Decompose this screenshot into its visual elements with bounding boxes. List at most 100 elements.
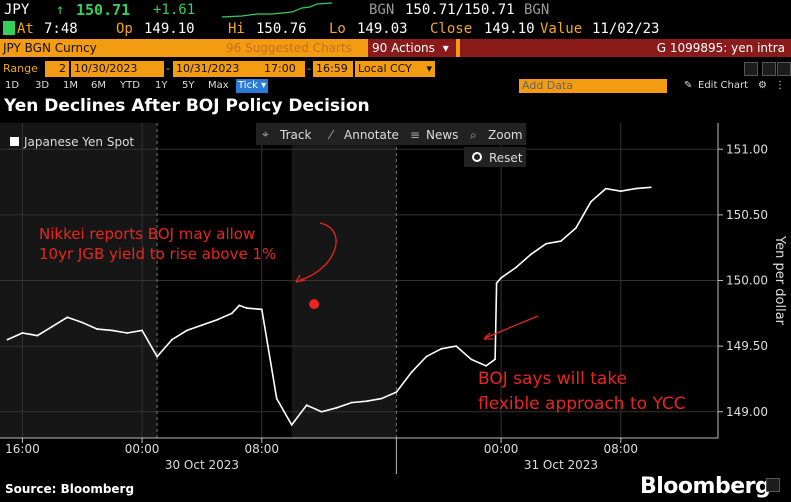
edit-chart-button[interactable]: Edit Chart	[698, 80, 749, 91]
annotation-arrow-1	[299, 222, 337, 281]
period-1m[interactable]: 1M	[63, 80, 78, 91]
period-max[interactable]: Max	[208, 80, 229, 91]
x-tick-label: 08:00	[603, 442, 638, 456]
reset-button[interactable]: Reset	[489, 151, 523, 165]
data-point	[171, 338, 173, 341]
legend: Japanese Yen Spot	[10, 135, 134, 149]
chart-toolbar: ⌖ Track ⁄ Annotate ≡ News ⌕ Zoom Reset	[256, 123, 526, 167]
data-point	[470, 358, 473, 361]
low-label: Lo	[329, 21, 346, 37]
data-point	[215, 318, 218, 321]
data-point	[260, 308, 263, 311]
data-point	[410, 371, 413, 374]
back-icon[interactable]	[744, 62, 758, 76]
start-date-field[interactable]: 10/30/2023	[71, 61, 164, 77]
chart-toolbar-bg	[256, 123, 526, 145]
high-value: 150.76	[256, 21, 307, 37]
data-point	[320, 410, 323, 413]
timezone-select[interactable]: Local CCY ▾	[355, 61, 435, 77]
period-tick[interactable]: Tick ▾	[236, 79, 269, 93]
data-point	[425, 355, 428, 358]
y-tick-label: 149.00	[726, 405, 768, 419]
actions-menu[interactable]: 90 Actions ▾	[368, 39, 456, 57]
annotate-icon[interactable]: ⁄	[327, 128, 335, 142]
data-point	[141, 329, 144, 332]
security-name[interactable]: JPY BGN Curncy	[3, 41, 97, 55]
track-button[interactable]: Track	[279, 128, 311, 142]
reset-icon[interactable]	[472, 152, 482, 162]
y-tick-label: 150.00	[726, 274, 768, 288]
zoom-icon[interactable]: ⌕	[470, 128, 477, 142]
end-time-field[interactable]: 16:59	[313, 61, 353, 77]
at-label: At	[17, 21, 34, 37]
low-value: 149.03	[357, 21, 408, 37]
data-point	[21, 332, 24, 334]
data-point	[495, 282, 498, 285]
price-change: +1.61	[153, 2, 196, 18]
x-tick-label: 00:00	[125, 442, 160, 456]
value-label: Value	[540, 21, 583, 37]
data-point	[515, 266, 517, 269]
data-point	[81, 321, 84, 324]
data-point	[6, 338, 9, 341]
data-point	[545, 242, 547, 245]
data-point	[96, 328, 99, 330]
zoom-button[interactable]: Zoom	[488, 128, 523, 142]
time-dash: -	[307, 62, 311, 75]
more-icon[interactable]: ⋮	[775, 80, 785, 91]
security-toolbar: JPY BGN Curncy 96 Suggested Charts 90 Ac…	[0, 39, 791, 57]
data-point	[649, 186, 652, 189]
y-tick-label: 151.00	[726, 142, 768, 156]
range-num-field[interactable]: 2	[45, 61, 69, 77]
settings-icon[interactable]: ⚙	[758, 80, 767, 91]
data-point	[500, 276, 503, 279]
x-tick-label: 16:00	[5, 442, 40, 456]
data-point	[619, 190, 622, 193]
date-label: 31 Oct 2023	[524, 458, 598, 472]
help-icon[interactable]	[766, 478, 780, 492]
data-point	[314, 408, 317, 411]
series-line	[6, 186, 652, 427]
actions-label: 90 Actions	[372, 41, 435, 55]
open-label: Op	[116, 21, 133, 37]
legend-swatch	[10, 137, 19, 146]
refresh-icon[interactable]	[762, 62, 776, 76]
add-data-input[interactable]: Add Data	[519, 79, 667, 93]
period-5y[interactable]: 5Y	[182, 80, 195, 91]
period-3d[interactable]: 3D	[35, 80, 50, 91]
data-point	[350, 401, 353, 404]
chart: Nikkei reports BOJ may allow 10yr JGB yie…	[0, 123, 787, 474]
series-japanese-yen-spot	[7, 186, 651, 427]
chevron-down-icon: ▾	[426, 62, 432, 75]
end-date-field[interactable]: 10/31/2023	[173, 61, 266, 77]
period-ytd[interactable]: YTD	[120, 80, 140, 91]
crosshair-icon[interactable]: ⌖	[262, 127, 269, 141]
suggested-charts-button[interactable]: 96 Suggested Charts	[226, 41, 352, 55]
close-value: 149.10	[484, 21, 535, 37]
edit-icon[interactable]: ✎	[684, 80, 693, 91]
date-label: 30 Oct 2023	[165, 458, 239, 472]
period-1y[interactable]: 1Y	[155, 80, 168, 91]
data-point	[440, 347, 443, 350]
status-indicator	[3, 21, 15, 35]
data-point	[66, 316, 69, 319]
annotate-button[interactable]: Annotate	[344, 128, 399, 142]
bid-ask: 150.71/150.71	[405, 2, 515, 18]
start-time-field[interactable]: 17:00	[261, 61, 305, 77]
data-point	[494, 358, 497, 361]
news-button[interactable]: News	[426, 128, 458, 142]
period-6m[interactable]: 6M	[91, 80, 106, 91]
news-icon[interactable]: ≡	[410, 128, 420, 142]
forward-icon[interactable]	[777, 62, 791, 76]
data-point	[186, 329, 188, 332]
chevron-down-icon: ▾	[261, 80, 267, 91]
data-point	[290, 423, 293, 426]
data-point	[335, 406, 338, 409]
source-label-2: BGN	[524, 2, 550, 18]
gridlines	[0, 123, 718, 438]
open-value: 149.10	[144, 21, 195, 37]
period-1d[interactable]: 1D	[5, 80, 20, 91]
ticker-symbol: JPY	[4, 2, 30, 18]
high-label: Hi	[228, 21, 245, 37]
data-point	[36, 334, 39, 337]
